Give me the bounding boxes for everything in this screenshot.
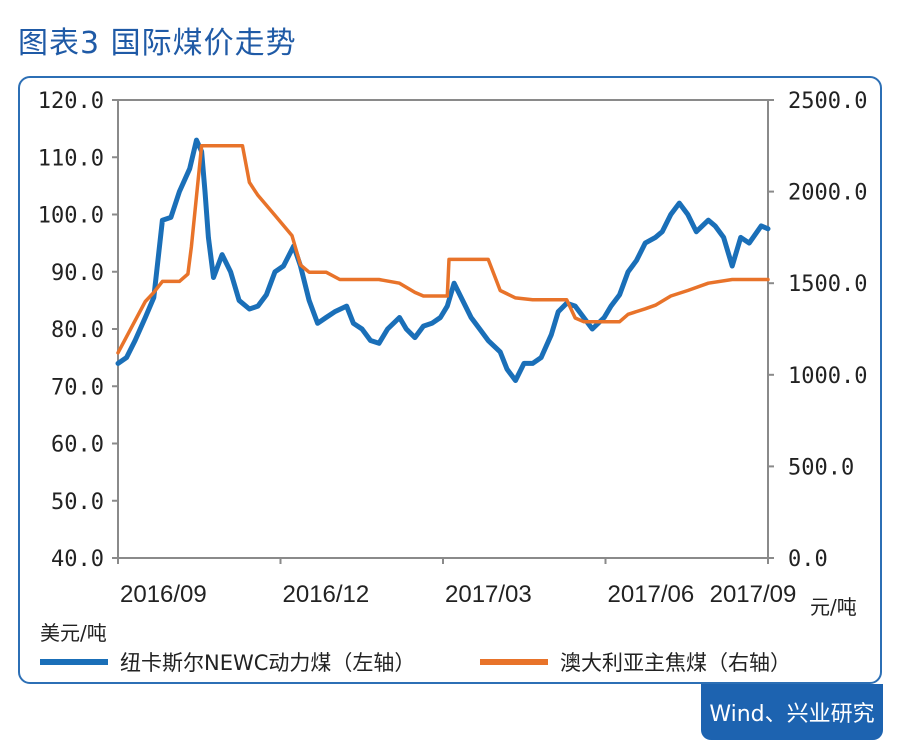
legend-item-coking-coal-label: 澳大利亚主焦煤（右轴）	[560, 651, 791, 675]
legend-item-newc-label: 纽卡斯尔NEWC动力煤（左轴）	[120, 651, 415, 675]
plot-area	[117, 99, 769, 559]
source-badge: Wind、兴业研究	[701, 684, 883, 740]
right-unit-label: 元/吨	[810, 595, 857, 619]
x-axis-tick-label: 2017/06	[608, 581, 695, 608]
series-line-newc-thermal-coal	[115, 137, 771, 383]
right-axis-tick-label: 1500.0	[788, 272, 867, 297]
left-axis-tick-label: 120.0	[38, 89, 104, 114]
chart-frame	[18, 76, 882, 684]
right-axis-tick-label: 0.0	[788, 547, 828, 572]
left-axis-tick-label: 90.0	[51, 261, 104, 286]
x-axis-tick-label: 2016/09	[120, 581, 207, 608]
series-line-australia-coking-coal	[116, 144, 770, 355]
right-axis-tick-label: 1000.0	[788, 364, 867, 389]
figure-title: 图表3 国际煤价走势	[18, 26, 297, 61]
x-axis-tick-label: 2017/09	[710, 581, 797, 608]
left-axis-tick-label: 70.0	[51, 375, 104, 400]
right-axis-tick-label: 500.0	[788, 455, 854, 480]
left-axis-tick-label: 60.0	[51, 433, 104, 458]
left-axis-tick-label: 50.0	[51, 490, 104, 515]
right-axis-tick-label: 2000.0	[788, 181, 867, 206]
right-axis-tick-label: 2500.0	[788, 89, 867, 114]
left-axis-tick-label: 110.0	[38, 146, 104, 171]
left-unit-label: 美元/吨	[40, 621, 107, 645]
left-axis-tick-label: 80.0	[51, 318, 104, 343]
plot-layer: 120.0 110.0 100.0 90.0 80.0 70.0 60.0 50.0 40.0 2…	[38, 89, 868, 675]
left-axis-tick-label: 40.0	[51, 547, 104, 572]
left-axis-tick-label: 100.0	[38, 204, 104, 229]
x-axis-tick-label: 2017/03	[445, 581, 532, 608]
x-axis-tick-label: 2016/12	[283, 581, 370, 608]
